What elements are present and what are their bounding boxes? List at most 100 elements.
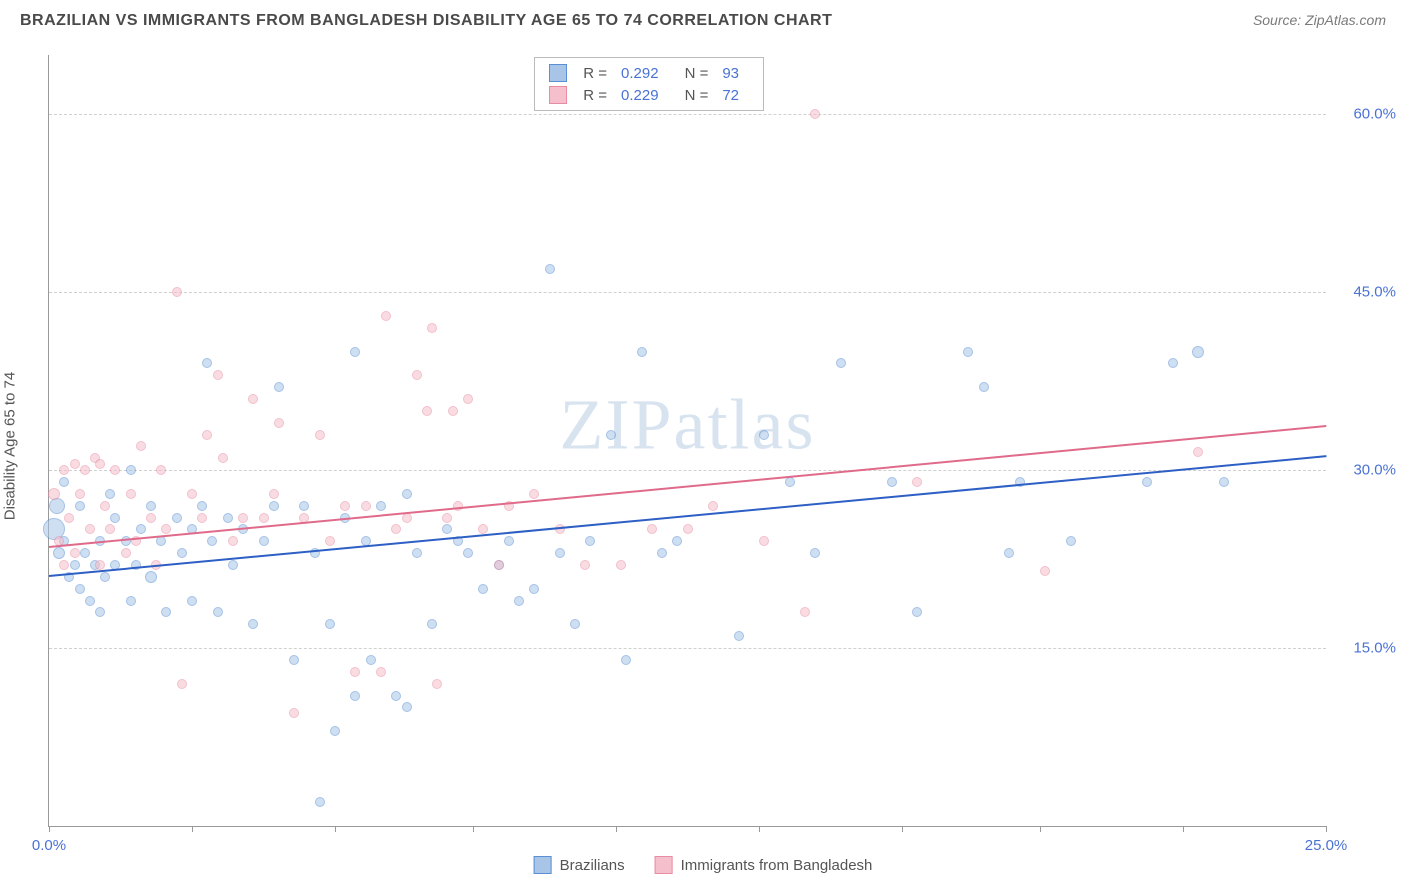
data-point — [672, 536, 682, 546]
x-tick — [1326, 826, 1327, 832]
data-point — [59, 560, 69, 570]
data-point — [213, 370, 223, 380]
data-point — [616, 560, 626, 570]
data-point — [759, 536, 769, 546]
data-point — [442, 513, 452, 523]
stats-legend: R =0.292N =93R =0.229N =72 — [534, 57, 764, 111]
data-point — [325, 536, 335, 546]
data-point — [274, 382, 284, 392]
data-point — [53, 547, 65, 559]
data-point — [100, 501, 110, 511]
data-point — [545, 264, 555, 274]
data-point — [376, 667, 386, 677]
data-point — [177, 548, 187, 558]
data-point — [177, 679, 187, 689]
data-point — [422, 406, 432, 416]
data-point — [1192, 346, 1204, 358]
x-tick-label: 0.0% — [32, 837, 66, 854]
data-point — [427, 619, 437, 629]
data-point — [172, 513, 182, 523]
swatch-icon — [549, 64, 567, 82]
data-point — [402, 702, 412, 712]
stat-n-label: N = — [685, 65, 709, 82]
data-point — [340, 501, 350, 511]
data-point — [912, 607, 922, 617]
data-point — [59, 465, 69, 475]
stat-r-value: 0.229 — [621, 87, 659, 104]
data-point — [70, 459, 80, 469]
data-point — [810, 548, 820, 558]
stat-r-value: 0.292 — [621, 65, 659, 82]
data-point — [478, 584, 488, 594]
data-point — [259, 513, 269, 523]
stat-n-value: 93 — [722, 65, 739, 82]
data-point — [269, 489, 279, 499]
data-point — [156, 536, 166, 546]
data-point — [259, 536, 269, 546]
data-point — [759, 430, 769, 440]
data-point — [48, 488, 60, 500]
data-point — [228, 536, 238, 546]
data-point — [442, 524, 452, 534]
data-point — [85, 524, 95, 534]
data-point — [402, 489, 412, 499]
data-point — [110, 513, 120, 523]
data-point — [70, 560, 80, 570]
data-point — [156, 465, 166, 475]
data-point — [570, 619, 580, 629]
data-point — [95, 560, 105, 570]
data-point — [59, 477, 69, 487]
data-point — [381, 311, 391, 321]
y-tick-label: 60.0% — [1336, 106, 1396, 123]
data-point — [187, 489, 197, 499]
legend-item-brazilians: Brazilians — [534, 856, 625, 874]
chart-plot-area: ZIPatlas 15.0%30.0%45.0%60.0%0.0%25.0%R … — [48, 55, 1326, 827]
bottom-legend: Brazilians Immigrants from Bangladesh — [534, 856, 873, 874]
data-point — [110, 465, 120, 475]
data-point — [80, 548, 90, 558]
source-name: ZipAtlas.com — [1305, 12, 1386, 28]
data-point — [105, 489, 115, 499]
data-point — [585, 536, 595, 546]
data-point — [213, 607, 223, 617]
x-tick — [192, 826, 193, 832]
data-point — [85, 596, 95, 606]
data-point — [146, 513, 156, 523]
data-point — [238, 513, 248, 523]
data-point — [529, 489, 539, 499]
data-point — [126, 489, 136, 499]
data-point — [136, 524, 146, 534]
data-point — [207, 536, 217, 546]
data-point — [555, 548, 565, 558]
data-point — [187, 596, 197, 606]
data-point — [647, 524, 657, 534]
stat-n-value: 72 — [722, 87, 739, 104]
data-point — [448, 406, 458, 416]
gridline — [49, 114, 1326, 115]
stats-legend-row: R =0.229N =72 — [549, 84, 749, 106]
swatch-icon — [534, 856, 552, 874]
data-point — [412, 370, 422, 380]
data-point — [172, 287, 182, 297]
data-point — [350, 667, 360, 677]
data-point — [1193, 447, 1203, 457]
data-point — [683, 524, 693, 534]
data-point — [836, 358, 846, 368]
data-point — [315, 797, 325, 807]
data-point — [912, 477, 922, 487]
data-point — [514, 596, 524, 606]
y-tick-label: 45.0% — [1336, 284, 1396, 301]
swatch-icon — [549, 86, 567, 104]
x-tick — [335, 826, 336, 832]
data-point — [1219, 477, 1229, 487]
data-point — [412, 548, 422, 558]
stat-r-label: R = — [583, 87, 607, 104]
data-point — [887, 477, 897, 487]
x-tick — [49, 826, 50, 832]
data-point — [49, 498, 65, 514]
watermark: ZIPatlas — [560, 384, 816, 467]
data-point — [95, 607, 105, 617]
data-point — [161, 607, 171, 617]
stats-legend-row: R =0.292N =93 — [549, 62, 749, 84]
data-point — [223, 513, 233, 523]
